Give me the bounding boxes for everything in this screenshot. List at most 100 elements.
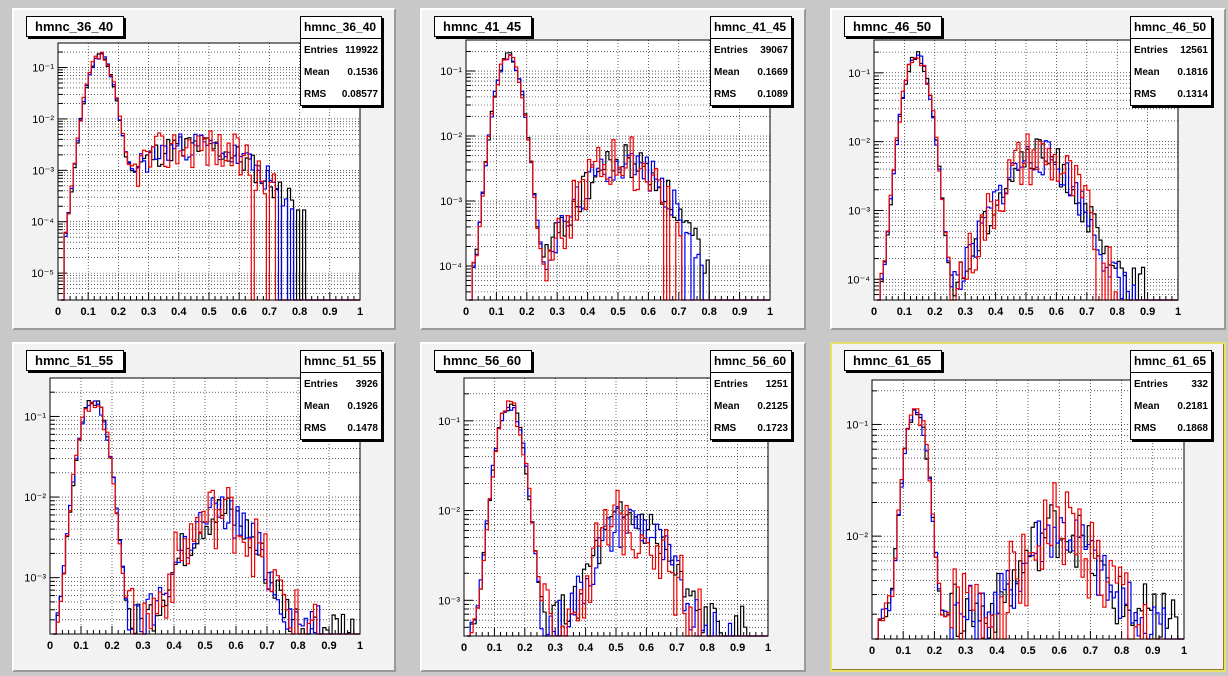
- histogram-title: hmnc_46_50: [844, 16, 943, 37]
- stats-mean: Mean 0.2125: [711, 395, 791, 417]
- x-tick-label: 0.6: [639, 642, 654, 654]
- histogram-pad-hmnc_51_55[interactable]: 0 0.1 0.2 0.3 0.4 0.5 0.6 0.7 0.8 0.9 1 10⁻¹ 10⁻² 10⁻…: [12, 342, 396, 672]
- x-tick-label: 0.9: [322, 306, 337, 318]
- y-tick-label: 10⁻¹: [440, 66, 462, 78]
- y-tick-label: 10⁻²: [848, 137, 870, 149]
- x-tick-label: 0.4: [988, 306, 1004, 318]
- stats-entries-value: 332: [1191, 378, 1208, 390]
- x-tick-label: 0.3: [135, 640, 150, 652]
- stats-entries: Entries 12561: [1131, 39, 1211, 61]
- x-tick-label: 0.9: [1145, 645, 1160, 657]
- stats-entries-label: Entries: [1134, 44, 1168, 56]
- x-tick-label: 0.9: [1140, 306, 1155, 318]
- stats-mean-value: 0.1536: [347, 66, 378, 78]
- x-tick-label: 0.1: [896, 645, 911, 657]
- plot-border: [871, 379, 1185, 640]
- stats-rms: RMS 0.1314: [1131, 83, 1211, 105]
- stats-entries-value: 12561: [1180, 44, 1208, 56]
- stats-entries-label: Entries: [714, 378, 748, 390]
- x-tick-label: 0.3: [141, 306, 156, 318]
- y-tick-label: 10⁻¹: [438, 416, 460, 428]
- stats-mean-label: Mean: [1134, 66, 1160, 78]
- y-tick-label: 10⁻³: [440, 196, 462, 208]
- stats-entries-value: 3926: [355, 378, 378, 390]
- x-tick-label: 0.8: [702, 306, 717, 318]
- x-tick-label: 0.5: [1020, 645, 1035, 657]
- y-tick-label: 10⁻²: [32, 114, 54, 126]
- x-tick-label: 0.9: [732, 306, 747, 318]
- histogram-pad-hmnc_61_65[interactable]: 0 0.1 0.2 0.3 0.4 0.5 0.6 0.7 0.8 0.9 1 10⁻¹ 10⁻² hmn…: [830, 342, 1226, 672]
- stats-entries: Entries 39067: [711, 39, 791, 61]
- stats-name: hmnc_46_50: [1131, 17, 1211, 39]
- x-tick-label: 0.4: [578, 642, 594, 654]
- x-tick-label: 0.6: [232, 306, 247, 318]
- x-tick-label: 0.1: [73, 640, 88, 652]
- x-tick-label: 0.2: [519, 306, 534, 318]
- x-tick-label: 0.9: [730, 642, 745, 654]
- y-tick-label: 10⁻³: [438, 595, 460, 607]
- x-tick-label: 1: [767, 306, 773, 318]
- x-tick-label: 0.4: [166, 640, 182, 652]
- x-tick-label: 0.5: [197, 640, 212, 652]
- x-tick-label: 0.2: [517, 642, 532, 654]
- x-tick-label: 0.5: [610, 306, 625, 318]
- histogram-plot: 0 0.1 0.2 0.3 0.4 0.5 0.6 0.7 0.8 0.9 1 10⁻¹ 10⁻² 10⁻…: [847, 39, 1181, 318]
- stats-box: hmnc_36_40 Entries 119922 Mean 0.1536 RMS 0.08…: [300, 16, 382, 106]
- stats-name: hmnc_56_60: [711, 351, 791, 373]
- x-tick-label: 0.1: [487, 642, 502, 654]
- histogram-plot: 0 0.1 0.2 0.3 0.4 0.5 0.6 0.7 0.8 0.9 1 10⁻¹ 10⁻² 10⁻…: [24, 377, 363, 652]
- y-tick-label: 10⁻²: [24, 492, 46, 504]
- histogram-pad-hmnc_56_60[interactable]: 0 0.1 0.2 0.3 0.4 0.5 0.6 0.7 0.8 0.9 1 10⁻¹ 10⁻² 10⁻…: [420, 342, 806, 672]
- histogram-series-red: [61, 51, 360, 301]
- x-tick-label: 0.2: [927, 645, 942, 657]
- x-tick-label: 0.5: [608, 642, 623, 654]
- x-tick-label: 0.7: [671, 306, 686, 318]
- histogram-pad-hmnc_41_45[interactable]: 0 0.1 0.2 0.3 0.4 0.5 0.6 0.7 0.8 0.9 1 10⁻¹ 10⁻² 10⁻…: [420, 8, 806, 330]
- x-tick-label: 0.8: [292, 306, 307, 318]
- x-tick-label: 0.9: [321, 640, 336, 652]
- stats-box: hmnc_61_65 Entries 332 Mean 0.2181 RMS 0.1868: [1130, 350, 1212, 440]
- stats-mean: Mean 0.1926: [301, 395, 381, 417]
- stats-rms-label: RMS: [714, 88, 737, 100]
- stats-rms: RMS 0.1089: [711, 83, 791, 105]
- x-tick-label: 0.5: [201, 306, 216, 318]
- stats-mean-value: 0.2181: [1177, 400, 1208, 412]
- histogram-title: hmnc_61_65: [844, 350, 943, 371]
- stats-mean-value: 0.1669: [757, 66, 788, 78]
- stats-rms-value: 0.1868: [1177, 422, 1208, 434]
- stats-entries-value: 1251: [765, 378, 788, 390]
- y-tick-label: 10⁻²: [438, 506, 460, 518]
- plot-border: [873, 39, 1179, 301]
- x-tick-label: 1: [357, 306, 363, 318]
- x-tick-label: 0.6: [641, 306, 656, 318]
- stats-mean-label: Mean: [1134, 400, 1160, 412]
- y-tick-label: 10⁻¹: [24, 411, 46, 423]
- stats-entries-label: Entries: [714, 44, 748, 56]
- histogram-pad-hmnc_36_40[interactable]: 0 0.1 0.2 0.3 0.4 0.5 0.6 0.7 0.8 0.9 1 10⁻¹ 10⁻² 10⁻…: [12, 8, 396, 330]
- x-tick-label: 0: [47, 640, 53, 652]
- x-tick-label: 0.4: [580, 306, 596, 318]
- histogram-series-red: [875, 408, 1184, 640]
- x-tick-label: 1: [1175, 306, 1181, 318]
- stats-mean-value: 0.1816: [1177, 66, 1208, 78]
- histogram-pad-hmnc_46_50[interactable]: 0 0.1 0.2 0.3 0.4 0.5 0.6 0.7 0.8 0.9 1 10⁻¹ 10⁻² 10⁻…: [830, 8, 1226, 330]
- stats-rms-label: RMS: [304, 88, 327, 100]
- stats-rms: RMS 0.08577: [301, 83, 381, 105]
- stats-rms-value: 0.1089: [757, 88, 788, 100]
- stats-rms-value: 0.1314: [1177, 88, 1208, 100]
- x-tick-label: 0.7: [1079, 306, 1094, 318]
- stats-rms: RMS 0.1723: [711, 417, 791, 439]
- x-tick-label: 0.1: [81, 306, 96, 318]
- x-tick-label: 0.4: [171, 306, 187, 318]
- stats-name: hmnc_61_65: [1131, 351, 1211, 373]
- y-tick-label: 10⁻⁴: [847, 274, 870, 286]
- stats-entries-value: 119922: [345, 44, 378, 56]
- stats-rms-value: 0.1478: [347, 422, 378, 434]
- histogram-series-red: [53, 401, 360, 635]
- x-tick-label: 0.6: [1049, 306, 1064, 318]
- stats-box: hmnc_56_60 Entries 1251 Mean 0.2125 RMS 0.1723: [710, 350, 792, 440]
- x-tick-label: 0.6: [228, 640, 243, 652]
- stats-rms-label: RMS: [1134, 88, 1157, 100]
- stats-mean-value: 0.2125: [757, 400, 788, 412]
- plot-border: [49, 377, 361, 635]
